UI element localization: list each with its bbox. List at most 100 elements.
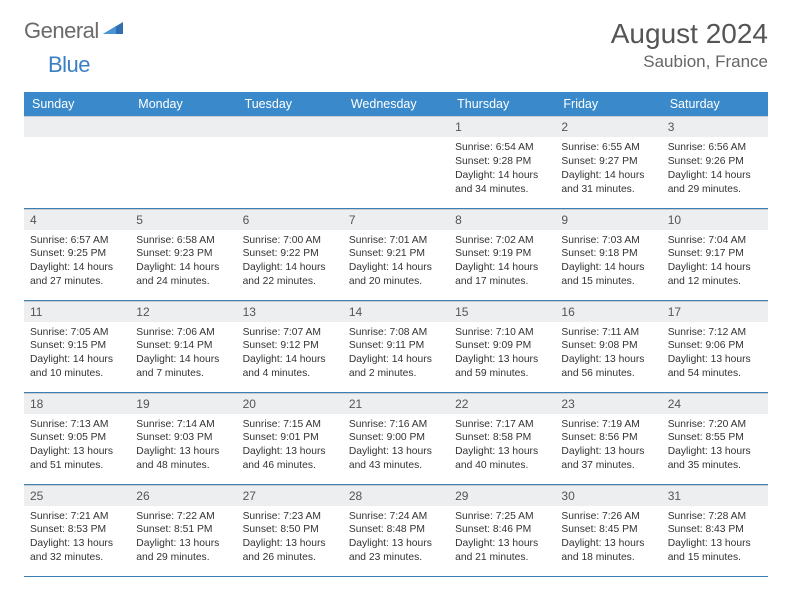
sunset-line: Sunset: 9:09 PM [455,340,531,351]
day-details: Sunrise: 7:08 AMSunset: 9:11 PMDaylight:… [343,322,449,388]
sunset-line: Sunset: 9:28 PM [455,156,531,167]
calendar-cell: 6Sunrise: 7:00 AMSunset: 9:22 PMDaylight… [237,208,343,300]
day-number: 22 [449,393,555,414]
day-details: Sunrise: 7:01 AMSunset: 9:21 PMDaylight:… [343,230,449,296]
day-details: Sunrise: 7:22 AMSunset: 8:51 PMDaylight:… [130,506,236,572]
day-number: 18 [24,393,130,414]
calendar-cell [24,116,130,208]
daylight-line: Daylight: 13 hours and 23 minutes. [349,538,432,563]
sunset-line: Sunset: 9:17 PM [668,248,744,259]
day-number: 29 [449,485,555,506]
day-number: 25 [24,485,130,506]
sunset-line: Sunset: 9:19 PM [455,248,531,259]
day-number: 7 [343,209,449,230]
sunset-line: Sunset: 9:25 PM [30,248,106,259]
sunrise-line: Sunrise: 6:56 AM [668,142,746,153]
day-number: 12 [130,301,236,322]
day-details: Sunrise: 7:15 AMSunset: 9:01 PMDaylight:… [237,414,343,480]
column-header: Friday [555,92,661,116]
day-details: Sunrise: 7:16 AMSunset: 9:00 PMDaylight:… [343,414,449,480]
calendar-cell: 16Sunrise: 7:11 AMSunset: 9:08 PMDayligh… [555,300,661,392]
daylight-line: Daylight: 13 hours and 26 minutes. [243,538,326,563]
daylight-line: Daylight: 14 hours and 22 minutes. [243,262,326,287]
day-details: Sunrise: 7:17 AMSunset: 8:58 PMDaylight:… [449,414,555,480]
day-number: 23 [555,393,661,414]
sunset-line: Sunset: 9:00 PM [349,432,425,443]
daylight-line: Daylight: 14 hours and 20 minutes. [349,262,432,287]
day-number: 10 [662,209,768,230]
calendar-cell: 29Sunrise: 7:25 AMSunset: 8:46 PMDayligh… [449,484,555,576]
sunset-line: Sunset: 8:46 PM [455,524,531,535]
day-details: Sunrise: 7:12 AMSunset: 9:06 PMDaylight:… [662,322,768,388]
day-details: Sunrise: 7:03 AMSunset: 9:18 PMDaylight:… [555,230,661,296]
sunset-line: Sunset: 8:55 PM [668,432,744,443]
sunset-line: Sunset: 9:06 PM [668,340,744,351]
day-details: Sunrise: 7:19 AMSunset: 8:56 PMDaylight:… [555,414,661,480]
column-header: Saturday [662,92,768,116]
calendar-cell: 15Sunrise: 7:10 AMSunset: 9:09 PMDayligh… [449,300,555,392]
sunset-line: Sunset: 9:11 PM [349,340,424,351]
flag-icon [103,20,125,43]
title-block: August 2024 Saubion, France [611,18,768,72]
calendar-week-row: 1Sunrise: 6:54 AMSunset: 9:28 PMDaylight… [24,116,768,208]
day-details: Sunrise: 7:10 AMSunset: 9:09 PMDaylight:… [449,322,555,388]
day-number: 20 [237,393,343,414]
sunset-line: Sunset: 9:12 PM [243,340,319,351]
calendar-cell: 4 Sunrise: 6:57 AM Sunset: 9:25 PM Daylight… [24,208,130,300]
column-header: Thursday [449,92,555,116]
daylight-line: Daylight: 13 hours and 46 minutes. [243,446,326,471]
daylight-line: Daylight: 14 hours and 34 minutes. [455,170,538,195]
daylight-line: Daylight: 13 hours and 56 minutes. [561,354,644,379]
day-number: 4 [24,209,130,230]
sunrise-line: Sunrise: 7:22 AM [136,511,214,522]
calendar-cell: 27Sunrise: 7:23 AMSunset: 8:50 PMDayligh… [237,484,343,576]
daylight-line: Daylight: 13 hours and 37 minutes. [561,446,644,471]
day-number: 1 [449,116,555,137]
daylight-line: Daylight: 14 hours and 24 minutes. [136,262,219,287]
sunrise-line: Sunrise: 7:01 AM [349,235,427,246]
sunset-line: Sunset: 8:43 PM [668,524,744,535]
day-details: Sunrise: 7:07 AMSunset: 9:12 PMDaylight:… [237,322,343,388]
calendar-cell: 24Sunrise: 7:20 AMSunset: 8:55 PMDayligh… [662,392,768,484]
calendar-cell: 20Sunrise: 7:15 AMSunset: 9:01 PMDayligh… [237,392,343,484]
sunset-line: Sunset: 9:26 PM [668,156,744,167]
daylight-line: Daylight: 14 hours and 29 minutes. [668,170,751,195]
sunrise-line: Sunrise: 7:03 AM [561,235,639,246]
calendar-week-row: 4 Sunrise: 6:57 AM Sunset: 9:25 PM Daylight… [24,208,768,300]
calendar-cell: 23Sunrise: 7:19 AMSunset: 8:56 PMDayligh… [555,392,661,484]
page-title: August 2024 [611,18,768,50]
day-details: Sunrise: 7:00 AMSunset: 9:22 PMDaylight:… [237,230,343,296]
day-details: Sunrise: 7:05 AMSunset: 9:15 PMDaylight:… [24,322,130,388]
sunset-line: Sunset: 9:05 PM [30,432,106,443]
day-details: Sunrise: 7:21 AMSunset: 8:53 PMDaylight:… [24,506,130,572]
daylight-line: Daylight: 14 hours and 7 minutes. [136,354,219,379]
calendar-cell: 11Sunrise: 7:05 AMSunset: 9:15 PMDayligh… [24,300,130,392]
sunrise-line: Sunrise: 6:57 AM [30,235,108,246]
sunrise-line: Sunrise: 7:25 AM [455,511,533,522]
daylight-line: Daylight: 14 hours and 2 minutes. [349,354,432,379]
day-details: Sunrise: 7:06 AMSunset: 9:14 PMDaylight:… [130,322,236,388]
daylight-line: Daylight: 14 hours and 10 minutes. [30,354,113,379]
sunset-line: Sunset: 8:45 PM [561,524,637,535]
sunrise-line: Sunrise: 7:10 AM [455,327,533,338]
sunrise-line: Sunrise: 7:14 AM [136,419,214,430]
daylight-line: Daylight: 14 hours and 15 minutes. [561,262,644,287]
sunset-line: Sunset: 9:23 PM [136,248,212,259]
day-details: Sunrise: 7:26 AMSunset: 8:45 PMDaylight:… [555,506,661,572]
day-details: Sunrise: 7:11 AMSunset: 9:08 PMDaylight:… [555,322,661,388]
calendar-week-row: 25Sunrise: 7:21 AMSunset: 8:53 PMDayligh… [24,484,768,576]
sunrise-line: Sunrise: 6:55 AM [561,142,639,153]
sunrise-line: Sunrise: 7:06 AM [136,327,214,338]
calendar-table: SundayMondayTuesdayWednesdayThursdayFrid… [24,92,768,577]
calendar-cell: 10Sunrise: 7:04 AMSunset: 9:17 PMDayligh… [662,208,768,300]
daylight-line: Daylight: 14 hours and 27 minutes. [30,262,113,287]
calendar-cell: 7Sunrise: 7:01 AMSunset: 9:21 PMDaylight… [343,208,449,300]
column-header: Tuesday [237,92,343,116]
calendar-cell [130,116,236,208]
daylight-line: Daylight: 13 hours and 35 minutes. [668,446,751,471]
calendar-cell: 19Sunrise: 7:14 AMSunset: 9:03 PMDayligh… [130,392,236,484]
day-number: 15 [449,301,555,322]
day-number: 14 [343,301,449,322]
day-details: Sunrise: 6:54 AMSunset: 9:28 PMDaylight:… [449,137,555,203]
daylight-line: Daylight: 13 hours and 32 minutes. [30,538,113,563]
